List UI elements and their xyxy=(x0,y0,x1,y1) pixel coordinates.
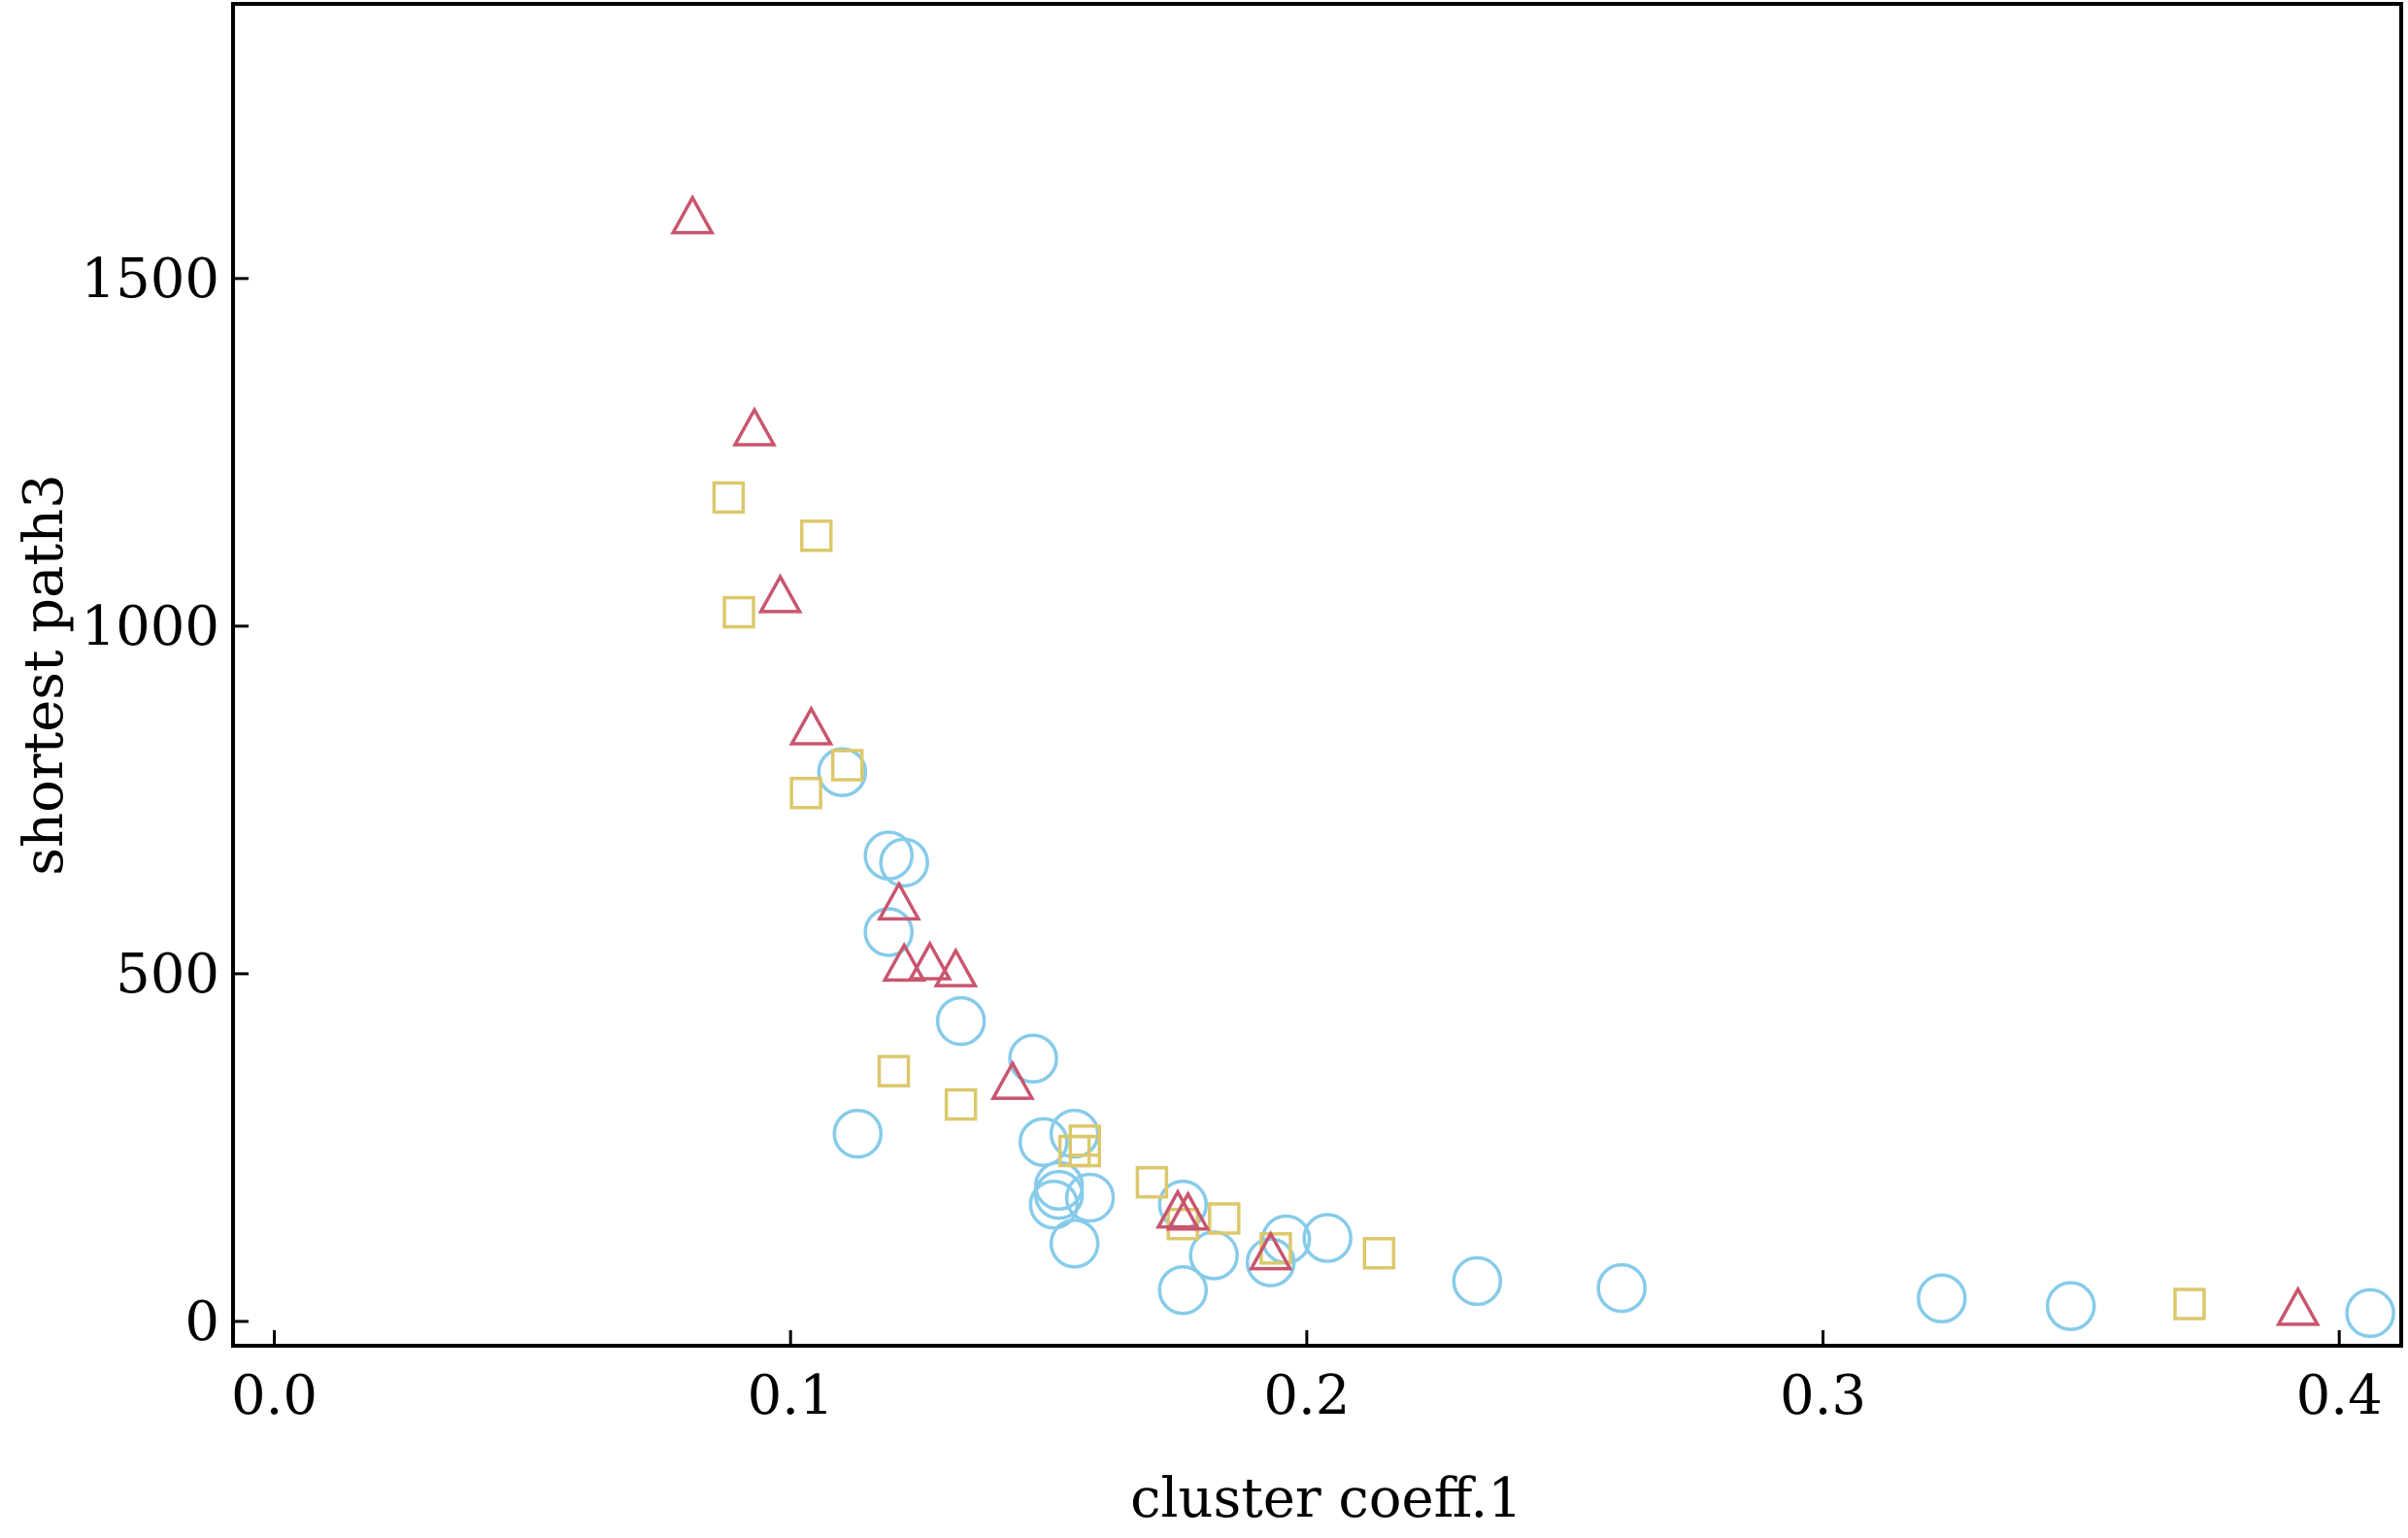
circle-marker xyxy=(1049,1218,1100,1269)
x-tick-label: 0.2 xyxy=(1263,1364,1350,1427)
square-marker xyxy=(1135,1165,1169,1199)
x-tick-label: 0.1 xyxy=(748,1364,834,1427)
triangle-marker xyxy=(1165,1190,1211,1231)
x-tick-label: 0.0 xyxy=(231,1364,318,1427)
circle-marker xyxy=(817,747,868,797)
y-tick-label: 500 xyxy=(116,943,219,1006)
square-marker xyxy=(2173,1287,2206,1321)
y-axis-label: shortest path3 xyxy=(13,474,76,875)
circle-marker xyxy=(1018,1117,1069,1167)
circle-marker xyxy=(1028,1179,1080,1230)
y-axis-ticks: 0 500 1000 1500 xyxy=(81,248,249,1354)
x-tick-label: 0.3 xyxy=(1780,1364,1866,1427)
x-axis-ticks: 0.0 0.1 0.2 0.3 0.4 xyxy=(231,1330,2383,1427)
square-marker xyxy=(1068,1134,1101,1168)
circle-marker xyxy=(1033,1169,1085,1220)
triangle-marker xyxy=(2275,1286,2321,1326)
circle-marker xyxy=(1302,1213,1353,1263)
triangle-marker xyxy=(757,573,803,614)
square-marker xyxy=(722,595,755,629)
circle-marker xyxy=(1917,1273,1967,1324)
triangle-marker xyxy=(882,941,927,983)
triangle-marker xyxy=(670,194,716,235)
circle-marker xyxy=(2045,1281,2096,1331)
square-marker xyxy=(877,1054,911,1087)
circle-marker xyxy=(935,995,987,1047)
y-tick-label: 1000 xyxy=(81,595,219,658)
circle-marker xyxy=(1008,1033,1058,1085)
triangle-marker xyxy=(989,1059,1035,1100)
x-axis-label: cluster coeff.1 xyxy=(1130,1467,1522,1530)
square-marker xyxy=(789,776,822,810)
triangle-marker xyxy=(1154,1188,1200,1229)
circle-marker xyxy=(1157,1264,1209,1316)
square-marker xyxy=(1208,1202,1241,1235)
circle-marker xyxy=(1596,1262,1647,1314)
y-tick-label: 0 xyxy=(184,1290,219,1354)
x-tick-label: 0.4 xyxy=(2296,1364,2383,1427)
square-marker xyxy=(712,481,746,515)
circle-marker xyxy=(2345,1287,2395,1339)
circle-marker xyxy=(832,1108,884,1159)
circle-marker xyxy=(879,837,929,888)
circle-marker xyxy=(1452,1255,1503,1307)
plot-frame xyxy=(231,2,2403,1348)
triangle-marker xyxy=(933,947,979,987)
triangle-marker xyxy=(907,940,953,981)
circle-marker xyxy=(1049,1108,1100,1159)
triangle-marker xyxy=(876,880,921,921)
square-marker xyxy=(800,519,833,552)
triangle-marker xyxy=(788,705,834,746)
square-marker xyxy=(830,749,864,782)
square-marker xyxy=(1362,1237,1396,1270)
plot-marks xyxy=(670,194,2395,1339)
circle-marker xyxy=(1064,1172,1116,1223)
square-marker xyxy=(944,1087,978,1121)
triangle-marker xyxy=(732,406,777,447)
y-tick-label: 1500 xyxy=(81,248,219,311)
circle-marker xyxy=(863,907,914,957)
triangle-marker xyxy=(1248,1229,1293,1271)
